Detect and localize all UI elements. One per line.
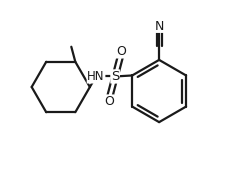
Text: S: S xyxy=(111,70,119,83)
Text: HN: HN xyxy=(87,70,105,83)
Text: N: N xyxy=(154,20,164,33)
Text: O: O xyxy=(104,95,114,108)
Text: O: O xyxy=(116,45,126,58)
